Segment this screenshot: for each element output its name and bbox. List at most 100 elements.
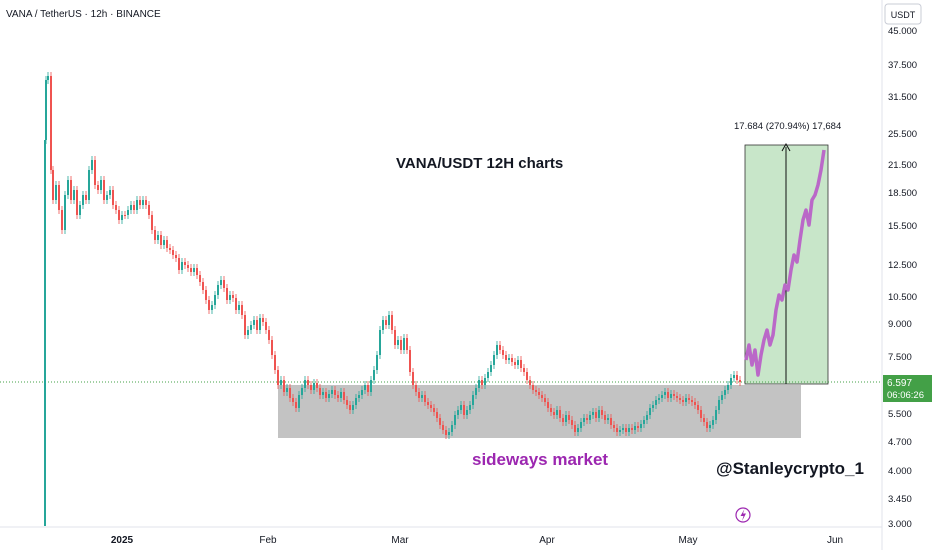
time-tick-label: Mar [391,535,409,546]
candle-body [97,185,99,190]
candle-body [196,268,198,275]
candle-body [604,415,606,420]
candle-body [217,285,219,295]
candle-body [622,428,624,430]
candle-body [487,372,489,378]
candle-body [667,392,669,398]
time-tick-label: Feb [259,535,277,546]
currency-button[interactable]: USDT [884,3,922,25]
candle-body [304,380,306,388]
candle-body [595,412,597,418]
candle-body [373,370,375,380]
candle-body [682,400,684,402]
candle-body [346,400,348,405]
time-tick-label: Jun [827,535,843,546]
candle-body [337,395,339,398]
candle-body [718,400,720,410]
candle-body [262,318,264,322]
candle-body [376,355,378,370]
price-tick-label: 15.500 [888,221,917,232]
candle-body [412,372,414,385]
candle-body [394,330,396,345]
price-axis[interactable]: 45.000 37.500 31.500 25.500 21.500 18.500 15.5… [888,26,917,530]
candle-body [541,395,543,398]
candle-body [94,160,96,185]
candle-body [436,412,438,418]
candle-body [577,428,579,432]
candle-body [739,380,741,382]
candle-body [61,210,63,230]
candle-body [643,420,645,424]
candle-body [109,190,111,195]
lightning-icon[interactable] [735,507,751,523]
candle-body [160,235,162,245]
candle-body [154,230,156,240]
candle-body [226,288,228,300]
candle-body [202,282,204,290]
time-tick-label: 2025 [111,535,134,546]
candle-body [292,398,294,402]
candle-body [50,76,52,170]
candle-body [511,358,513,362]
candle-body [418,392,420,398]
candle-body [325,392,327,398]
candle-body [454,415,456,425]
candle-body [670,394,672,398]
candle-body [331,390,333,394]
time-axis[interactable]: 2025 Feb Mar Apr May Jun [111,535,843,546]
candle-body [370,380,372,392]
candle-body [295,402,297,408]
candle-body [547,402,549,408]
candle-body [298,395,300,408]
candle-body [44,140,46,526]
candle-body [451,425,453,432]
price-tick-label: 31.500 [888,92,917,103]
candle-body [385,320,387,325]
candle-body [136,200,138,210]
candle-body [340,392,342,398]
candle-body [283,380,285,392]
candle-body [349,405,351,410]
current-price-value: 6.597 [887,378,912,389]
time-tick-label: May [679,535,698,546]
current-price-tag: 6.597 06:06:26 [883,375,932,402]
symbol-title: VANA / TetherUS · 12h · BINANCE [6,9,161,20]
candle-body [316,383,318,388]
price-tick-label: 5.500 [888,409,912,420]
price-tick-label: 37.500 [888,60,917,71]
price-tick-label: 3.000 [888,519,912,530]
candle-body [427,402,429,405]
candle-body [100,180,102,190]
currency-button-label: USDT [891,10,916,20]
candle-body [133,205,135,210]
candle-body [592,412,594,415]
candle-body [430,405,432,408]
candle-body [631,428,633,430]
candle-body [64,195,66,230]
candle-body [655,400,657,405]
candle-body [703,418,705,422]
candle-body [478,380,480,388]
candlestick-series [44,72,741,526]
candle-body [625,428,627,432]
candle-body [508,358,510,360]
candle-body [607,418,609,420]
candle-body [151,215,153,230]
candle-body [310,385,312,390]
candle-body [502,350,504,355]
plot-area[interactable] [0,0,882,527]
candle-body [520,360,522,368]
candle-body [514,362,516,365]
candle-body [685,398,687,402]
candle-body [550,408,552,412]
candle-body [70,180,72,200]
candle-body [319,388,321,395]
candle-body [55,185,57,200]
candle-countdown: 06:06:26 [887,390,924,401]
candle-body [85,195,87,200]
candle-body [76,190,78,215]
candle-body [535,390,537,392]
candle-body [481,380,483,385]
candle-body [403,338,405,350]
